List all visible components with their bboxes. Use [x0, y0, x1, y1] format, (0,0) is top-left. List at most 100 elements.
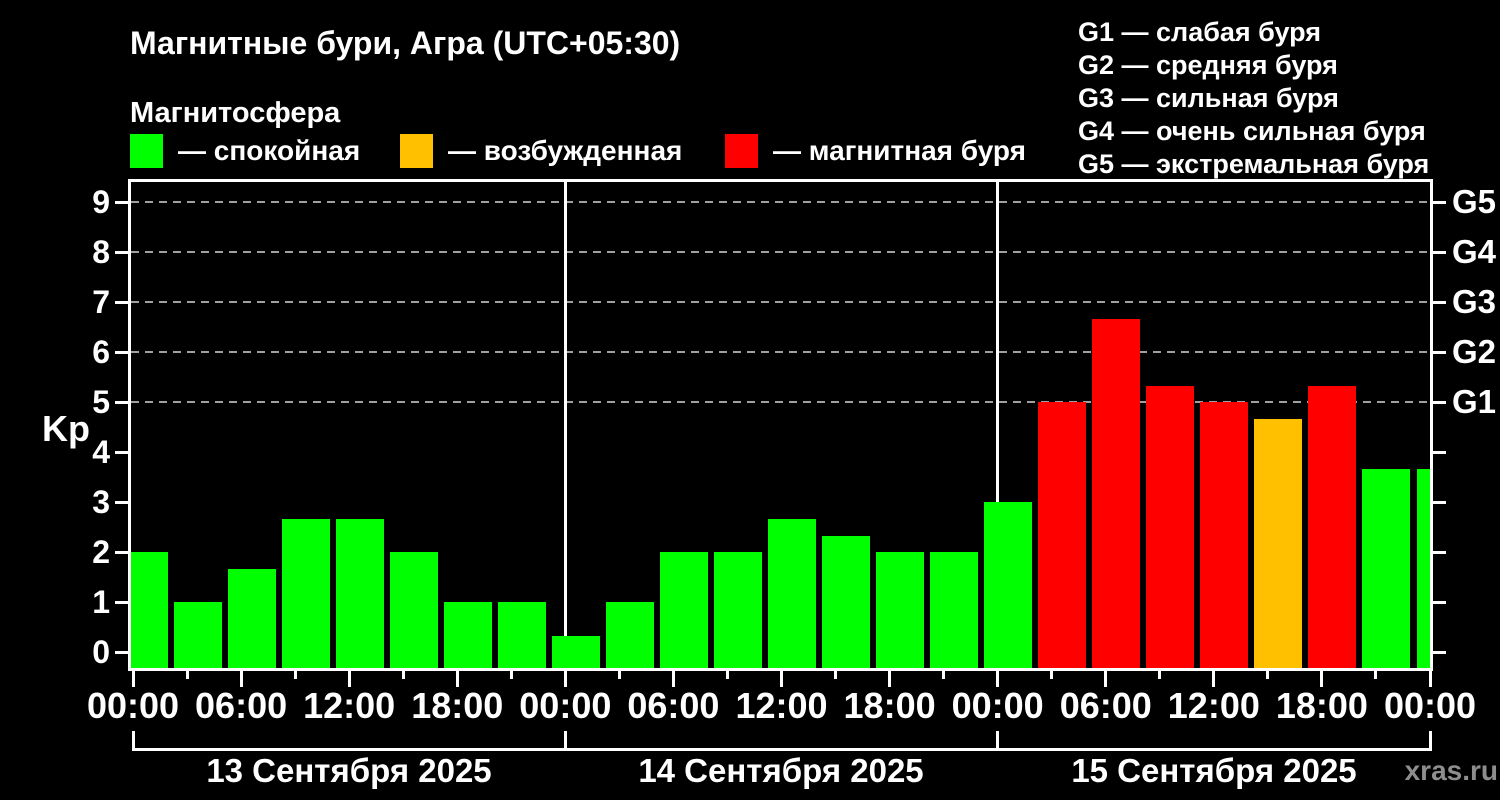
- g-level-label: G5: [1452, 183, 1497, 220]
- kp-bar: [227, 568, 276, 668]
- right-axis-tick: [1433, 400, 1446, 404]
- y-axis-label: 4: [92, 434, 110, 470]
- g5-legend-line: G5 — экстремальная буря: [1078, 149, 1430, 179]
- x-axis-label: 18:00: [411, 685, 504, 726]
- x-axis-tick: [509, 671, 513, 679]
- kp-bar: [335, 518, 384, 668]
- kp-bar: [1038, 402, 1087, 668]
- kp-bar: [713, 552, 762, 668]
- kp-bar: [605, 602, 654, 668]
- x-axis-tick: [293, 671, 297, 679]
- gridline-kp6: [131, 351, 1430, 353]
- legend-quiet-label: — спокойная: [178, 135, 361, 166]
- y-axis-tick: [115, 400, 128, 404]
- y-axis-label: 8: [92, 234, 110, 270]
- kp-bar: [1254, 418, 1303, 668]
- y-axis-label: 2: [92, 534, 110, 570]
- kp-bar: [1146, 385, 1195, 668]
- gridline-kp7: [131, 301, 1430, 303]
- day-bracket-tick: [563, 731, 567, 751]
- y-axis-label: 1: [92, 584, 110, 620]
- x-axis-tick: [996, 671, 1000, 687]
- y-axis-tick: [115, 250, 128, 254]
- x-axis-label: 00:00: [519, 685, 612, 726]
- right-axis-tick: [1433, 600, 1446, 604]
- y-axis-tick: [115, 350, 128, 354]
- day-label-2: 14 Сентября 2025: [638, 752, 924, 789]
- x-axis-tick: [1266, 671, 1270, 679]
- kp-bar: [389, 552, 438, 668]
- x-axis-tick: [1050, 671, 1054, 679]
- gridline-kp5: [131, 401, 1430, 403]
- x-axis-label: 12:00: [303, 685, 396, 726]
- kp-bar: [822, 535, 871, 668]
- x-axis-tick: [1212, 671, 1216, 687]
- kp-bar: [173, 602, 222, 668]
- y-axis-tick: [115, 200, 128, 204]
- kp-bar: [1416, 468, 1430, 668]
- y-axis-tick: [115, 550, 128, 554]
- g3-legend-line: G3 — сильная буря: [1078, 83, 1339, 113]
- legend-excited-label: — возбужденная: [448, 135, 683, 166]
- y-axis-tick: [115, 500, 128, 504]
- x-axis-tick: [1374, 671, 1378, 679]
- kp-bar: [1308, 385, 1357, 668]
- chart-title: Магнитные бури, Агра (UTC+05:30): [130, 25, 681, 61]
- y-axis-label: 6: [92, 334, 110, 370]
- x-axis-tick: [780, 671, 783, 687]
- kp-bar: [131, 552, 168, 668]
- day-bracket-tick: [131, 731, 135, 751]
- x-axis-tick: [563, 671, 567, 687]
- legend-storm-label: — магнитная буря: [773, 135, 1026, 166]
- x-axis-tick: [671, 671, 675, 687]
- kp-bar: [443, 602, 492, 668]
- x-axis-tick: [1320, 671, 1324, 687]
- right-axis-tick: [1433, 200, 1446, 204]
- y-axis-tick: [115, 300, 128, 304]
- right-axis-tick: [1433, 450, 1446, 454]
- kp-bar: [1200, 402, 1249, 668]
- legend-item-storm: — магнитная буря: [725, 134, 1026, 168]
- kp-bar: [984, 502, 1033, 668]
- x-axis-tick: [1158, 671, 1162, 679]
- y-axis-label: 7: [92, 284, 110, 320]
- plot-area: [128, 179, 1433, 671]
- x-axis-tick: [725, 671, 729, 679]
- gridline-kp9: [131, 201, 1430, 203]
- kp-bar: [281, 518, 330, 668]
- y-axis-label: 3: [92, 484, 110, 520]
- x-axis-tick: [347, 671, 351, 687]
- x-axis-label: 12:00: [1167, 685, 1260, 726]
- right-axis-tick: [1433, 550, 1446, 554]
- quiet-color-swatch: [130, 134, 163, 168]
- chart-subtitle: Магнитосфера: [130, 97, 341, 129]
- x-axis-tick: [942, 671, 946, 679]
- x-axis-label: 06:00: [627, 685, 720, 726]
- kp-bar: [551, 635, 600, 668]
- day-axis-line: [133, 748, 1430, 751]
- x-axis-label: 18:00: [1275, 685, 1368, 726]
- y-axis-tick: [115, 650, 128, 654]
- x-axis-tick: [888, 671, 892, 687]
- y-axis-label: 0: [92, 634, 110, 670]
- right-axis-tick: [1433, 650, 1446, 654]
- g-level-label: G2: [1452, 333, 1497, 370]
- g-level-label: G4: [1452, 233, 1497, 270]
- gridline-kp8: [131, 251, 1430, 253]
- g-scale-legend: G1 — слабая буря G2 — средняя буря G3 — …: [1078, 16, 1429, 181]
- x-axis-tick: [131, 671, 135, 687]
- g4-legend-line: G4 — очень сильная буря: [1078, 116, 1426, 146]
- x-axis-tick: [185, 671, 189, 679]
- day-bracket-tick: [1428, 731, 1432, 751]
- x-axis-tick: [834, 671, 838, 679]
- x-axis-tick: [455, 671, 459, 687]
- kp-bar: [497, 602, 546, 668]
- day-label-3: 15 Сентября 2025: [1071, 752, 1357, 789]
- right-axis-tick: [1433, 300, 1446, 304]
- right-axis-tick: [1433, 350, 1446, 354]
- g2-legend-line: G2 — средняя буря: [1078, 50, 1338, 80]
- x-axis-label: 06:00: [1059, 685, 1152, 726]
- y-axis-title: Kp: [42, 408, 90, 449]
- kp-bar: [930, 552, 979, 668]
